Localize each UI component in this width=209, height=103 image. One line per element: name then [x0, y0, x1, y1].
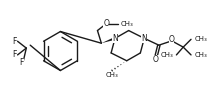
Text: F: F: [12, 37, 17, 46]
Text: O: O: [103, 19, 109, 28]
Text: F: F: [19, 58, 24, 67]
Polygon shape: [101, 37, 115, 43]
Text: N: N: [141, 34, 147, 43]
Text: O: O: [169, 35, 175, 44]
Text: CH₃: CH₃: [161, 52, 173, 58]
Text: O: O: [153, 55, 159, 64]
Text: CH₃: CH₃: [121, 21, 134, 27]
Text: N: N: [112, 34, 118, 43]
Text: CH₃: CH₃: [195, 52, 208, 58]
Text: CH₃: CH₃: [195, 36, 208, 42]
Text: CH₃: CH₃: [106, 72, 119, 78]
Text: F: F: [12, 50, 17, 59]
